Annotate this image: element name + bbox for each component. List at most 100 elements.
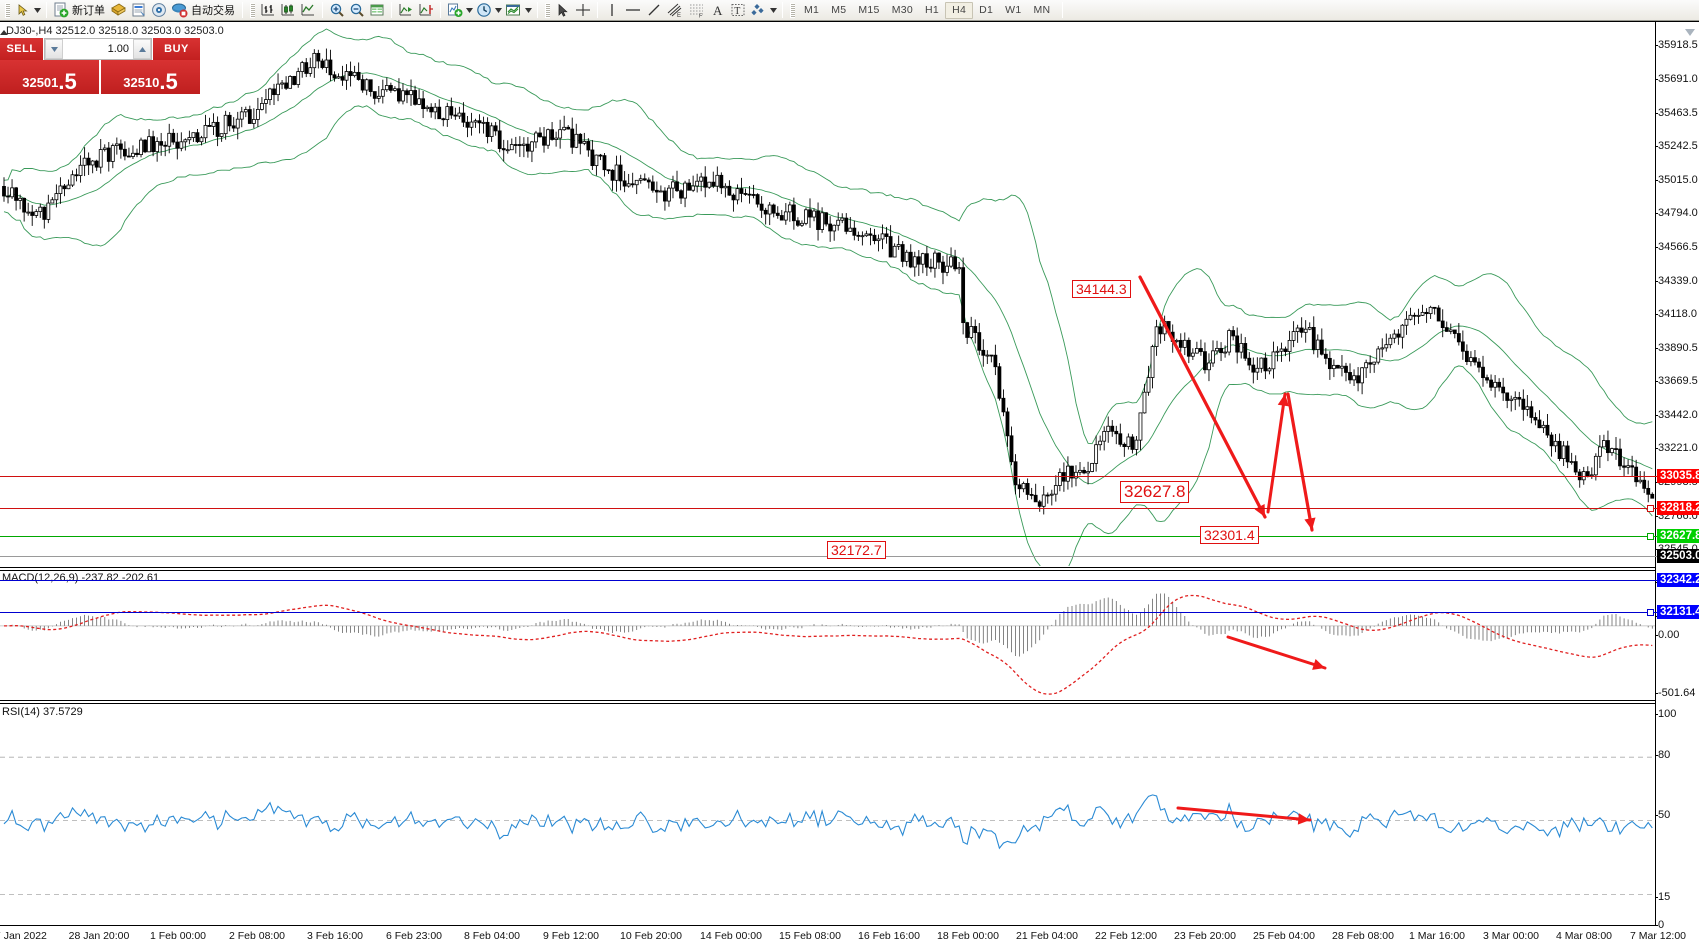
chart-shift-icon[interactable]	[396, 1, 416, 20]
price-level-line[interactable]	[0, 612, 1657, 613]
objects-dropdown-caret-icon[interactable]	[769, 1, 778, 20]
timeframe-button-mn[interactable]: MN	[1033, 4, 1051, 16]
crosshair-icon[interactable]	[573, 1, 593, 20]
buy-price-main: 32510	[123, 75, 160, 90]
price-tag[interactable]: 32131.4	[1657, 605, 1699, 619]
price-axis-tick: 33669.5	[1655, 375, 1698, 387]
time-axis-tick: 6 Feb 23:00	[385, 930, 443, 942]
chart-area[interactable]: DJ30-,H4 32512.0 32518.0 32503.0 32503.0…	[0, 21, 1699, 944]
vline-icon[interactable]	[602, 1, 622, 20]
indicators-dropdown-caret-icon[interactable]	[465, 1, 474, 20]
time-axis-tick: 8 Feb 04:00	[463, 930, 521, 942]
annotation-32627[interactable]: 32627.8	[1120, 481, 1190, 503]
volume-input[interactable]: 1.00	[63, 39, 133, 59]
volume-up-icon[interactable]	[133, 39, 151, 59]
one-click-trading-panel[interactable]: SELL 1.00 BUY 32501 .5 32510 .5	[0, 38, 200, 94]
periods-dropdown-caret-icon[interactable]	[494, 1, 503, 20]
time-axis-tick: 25 Feb 04:00	[1253, 930, 1315, 942]
bar-chart-icon[interactable]	[258, 1, 278, 20]
time-axis-tick: 4 Mar 08:00	[1555, 930, 1613, 942]
rsi-axis-tick: 100	[1655, 708, 1676, 720]
new-order-label[interactable]: 新订单	[72, 5, 105, 17]
market-watch-icon[interactable]	[108, 1, 129, 20]
buy-button[interactable]: BUY	[152, 38, 200, 60]
text-icon[interactable]: A	[708, 1, 728, 20]
price-tag[interactable]: 32503.0	[1657, 549, 1699, 563]
line-chart-icon[interactable]	[298, 1, 318, 20]
price-level-line[interactable]	[0, 476, 1657, 477]
price-pane[interactable]: DJ30-,H4 32512.0 32518.0 32503.0 32503.0	[0, 22, 1655, 566]
indicators-icon[interactable]	[445, 1, 465, 20]
toolbar-grip[interactable]	[5, 2, 10, 18]
timeframe-button-h1[interactable]: H1	[925, 4, 940, 16]
equidistant-icon[interactable]: E	[664, 1, 686, 20]
symbol-ohlc-label: DJ30-,H4 32512.0 32518.0 32503.0 32503.0	[6, 25, 224, 37]
volume-down-icon[interactable]	[45, 39, 63, 59]
price-axis-tick: 33221.0	[1655, 442, 1698, 454]
cursor-tool-icon[interactable]	[13, 1, 33, 20]
periods-icon[interactable]	[474, 1, 494, 20]
price-tag[interactable]: 32627.8	[1657, 529, 1699, 543]
price-level-line[interactable]	[0, 536, 1657, 537]
timeframe-button-h4[interactable]: H4	[945, 1, 974, 19]
autotrading-label[interactable]: 自动交易	[191, 5, 235, 17]
auto-scroll-icon[interactable]	[416, 1, 436, 20]
candle-chart-icon[interactable]	[278, 1, 298, 20]
fibonacci-icon[interactable]: F	[686, 1, 708, 20]
sell-price-display[interactable]: 32501 .5	[0, 60, 101, 94]
cursor-dropdown-caret-icon[interactable]	[33, 1, 42, 20]
time-axis: 27 Jan 2022 28 Jan 20:00 1 Feb 00:00 2 Feb …	[0, 926, 1686, 944]
time-axis-divider	[0, 925, 1655, 926]
price-axis-tick: 35242.5	[1655, 140, 1698, 152]
chart-scroll-tab[interactable]	[1685, 23, 1695, 36]
price-level-line[interactable]	[0, 580, 1657, 581]
zoom-in-icon[interactable]	[327, 1, 347, 20]
chart-tools-grip[interactable]	[250, 2, 255, 18]
rsi-pane[interactable]: RSI(14) 37.5729	[0, 704, 1655, 926]
data-grid-icon[interactable]	[367, 1, 387, 20]
timeframe-button-w1[interactable]: W1	[1005, 4, 1022, 16]
new-order-button[interactable]	[51, 1, 71, 20]
rsi-axis-tick: 80	[1655, 749, 1670, 761]
trendline-icon[interactable]	[644, 1, 664, 20]
volume-stepper[interactable]: 1.00	[44, 38, 152, 60]
rsi-chart-canvas	[0, 756, 1655, 895]
label-icon[interactable]: T	[728, 1, 748, 20]
macd-pane[interactable]: MACD(12,26,9) -237.82 -202.61	[0, 570, 1655, 699]
hline-icon[interactable]	[622, 1, 644, 20]
timeframe-button-m30[interactable]: M30	[891, 4, 914, 16]
autotrading-button[interactable]	[169, 1, 190, 20]
price-axis-divider	[1655, 21, 1656, 926]
annotation-32301[interactable]: 32301.4	[1200, 526, 1259, 544]
time-axis-tick: 3 Feb 16:00	[306, 930, 364, 942]
drawing-tools-grip[interactable]	[545, 2, 550, 18]
data-window-icon[interactable]	[129, 1, 149, 20]
price-tag[interactable]: 32342.2	[1657, 573, 1699, 587]
timeframe-button-m1[interactable]: M1	[804, 4, 820, 16]
sell-button[interactable]: SELL	[0, 38, 44, 60]
macd-pane-divider	[0, 567, 1655, 568]
objects-icon[interactable]	[748, 1, 769, 20]
annotation-32172[interactable]: 32172.7	[827, 541, 886, 559]
zoom-out-icon[interactable]	[347, 1, 367, 20]
templates-dropdown-caret-icon[interactable]	[524, 1, 533, 20]
time-axis-tick: 1 Mar 16:00	[1408, 930, 1466, 942]
templates-icon[interactable]	[503, 1, 524, 20]
price-level-handle[interactable]	[1647, 505, 1654, 512]
pointer-icon[interactable]	[553, 1, 573, 20]
price-level-handle[interactable]	[1647, 533, 1654, 540]
price-axis-tick: 34339.0	[1655, 275, 1698, 287]
annotation-34144[interactable]: 34144.3	[1072, 280, 1131, 298]
macd-axis-tick: -501.64	[1655, 687, 1695, 699]
symbol-expand-icon[interactable]	[0, 30, 8, 35]
price-tag[interactable]: 32818.2	[1657, 501, 1699, 515]
price-level-handle[interactable]	[1647, 609, 1654, 616]
buy-price-display[interactable]: 32510 .5	[101, 60, 200, 94]
timeframe-grip[interactable]	[790, 2, 795, 18]
navigator-icon[interactable]	[149, 1, 169, 20]
timeframe-button-m15[interactable]: M15	[858, 4, 880, 16]
price-tag[interactable]: 33035.8	[1657, 469, 1699, 483]
price-level-line[interactable]	[0, 508, 1657, 509]
timeframe-button-d1[interactable]: D1	[979, 4, 994, 16]
timeframe-button-m5[interactable]: M5	[831, 4, 847, 16]
